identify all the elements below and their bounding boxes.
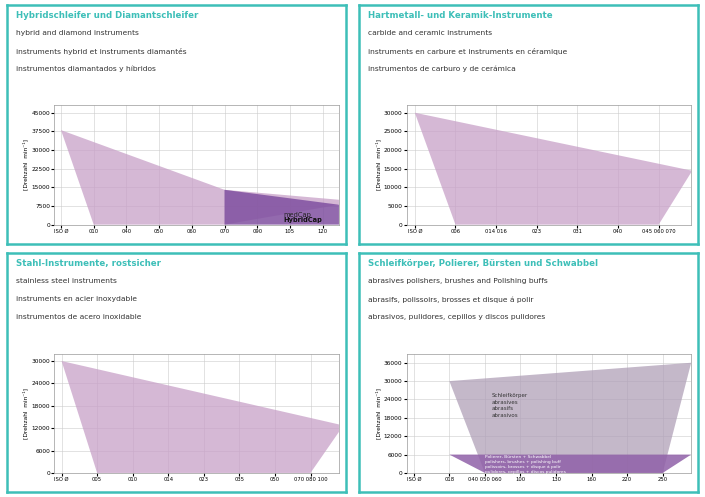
Text: abrasivos, pulidores, cepillos y discos pulidores: abrasivos, pulidores, cepillos y discos …	[368, 314, 545, 320]
Text: carbide and ceramic instruments: carbide and ceramic instruments	[368, 30, 492, 36]
Text: instruments en acier inoxydable: instruments en acier inoxydable	[16, 296, 137, 302]
Text: Hartmetall- und Keramik-Instrumente: Hartmetall- und Keramik-Instrumente	[368, 11, 552, 20]
Text: instrumentos diamantados y híbridos: instrumentos diamantados y híbridos	[16, 66, 155, 73]
Text: abrasifs, polissoirs, brosses et disque á polir: abrasifs, polissoirs, brosses et disque …	[368, 296, 533, 303]
Text: instrumentos de carburo y de cerámica: instrumentos de carburo y de cerámica	[368, 66, 515, 73]
Text: instruments hybrid et instruments diamantés: instruments hybrid et instruments diaman…	[16, 48, 186, 55]
Text: Hybridschleifer und Diamantschleifer: Hybridschleifer und Diamantschleifer	[16, 11, 198, 20]
Text: hybrid and diamond instruments: hybrid and diamond instruments	[16, 30, 138, 36]
Text: instruments en carbure et instruments en céramique: instruments en carbure et instruments en…	[368, 48, 567, 55]
Text: Stahl-Instrumente, rostsicher: Stahl-Instrumente, rostsicher	[16, 259, 161, 268]
Text: stainless steel instruments: stainless steel instruments	[16, 278, 116, 284]
Text: instrumentos de acero inoxidable: instrumentos de acero inoxidable	[16, 314, 141, 320]
Text: abrasives polishers, brushes and Polishing buffs: abrasives polishers, brushes and Polishi…	[368, 278, 548, 284]
Text: Schleifkörper, Polierer, Bürsten und Schwabbel: Schleifkörper, Polierer, Bürsten und Sch…	[368, 259, 598, 268]
